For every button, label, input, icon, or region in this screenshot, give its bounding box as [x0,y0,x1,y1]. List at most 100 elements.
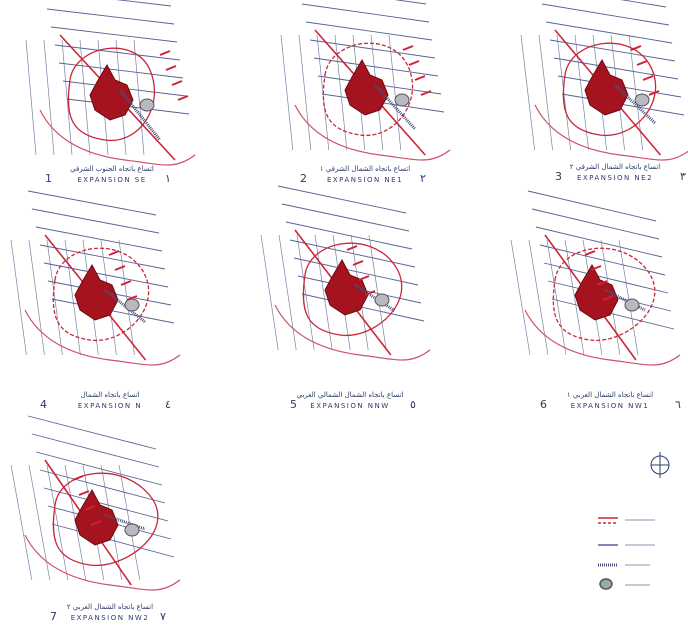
road [278,186,406,213]
facility [395,94,409,106]
road [29,240,44,355]
expansion-arrow [403,46,413,50]
road [26,40,36,155]
expansion-sketch [26,0,195,165]
road [521,35,535,150]
facility [125,299,139,311]
expansion-arrow [172,81,182,85]
panel-number-ar: ٤ [165,398,171,411]
panel-caption-en: EXPANSION SE [77,176,146,184]
expansion-arrow [178,96,188,100]
expansion-arrow [359,276,369,280]
road [532,209,659,239]
road [134,40,144,155]
road [279,235,296,350]
panel-caption-ar: اتساع باتجاه الجنوب الشرقي [70,165,154,173]
panel-caption-en: EXPANSION NE2 [577,174,653,182]
legend [598,518,655,589]
panel-caption-ar: اتساع باتجاه الشمال الغربي ١ [567,391,653,399]
expansion-sketch [521,0,688,160]
river [275,305,430,360]
facility [635,94,649,106]
river [25,310,180,365]
expansion-arrow [415,76,425,80]
panel-number: 2 [300,172,307,185]
road [11,465,32,580]
road [539,35,553,150]
road [298,0,426,4]
road [542,4,669,25]
road [306,22,432,40]
road [546,22,672,43]
road [29,465,50,580]
compass [651,452,669,478]
river [295,105,450,160]
panel-number-ar: ١ [165,172,171,185]
diagram-sheet: اتساع باتجاه الجنوب الشرقي 1 EXPANSION SE ١… [0,0,688,626]
road [335,35,347,150]
road [47,240,62,355]
expansion-arrow [637,61,647,65]
facility [140,99,154,111]
expansion-arrow [115,266,125,270]
panel-caption-ar: اتساع باتجاه الشمال [81,391,140,399]
panel-caption-ar: اتساع باتجاه الشمال الشرقي ٢ [570,163,660,171]
expansion-arrow [160,51,170,55]
panel-number: 1 [45,172,52,185]
road [314,58,438,76]
river [525,310,680,365]
road [47,465,68,580]
expansion-sketch [281,0,450,160]
road [32,434,159,467]
road [528,191,656,221]
panel-number: 6 [540,398,547,411]
panel-caption-en: EXPANSION NW2 [71,614,150,622]
expansion-arrow [409,61,419,65]
road [302,4,429,22]
panel-caption-ar: اتساع باتجاه الشمال الغربي ٢ [67,603,153,611]
panel-caption-en: EXPANSION N [78,402,142,410]
expansion-arrow [121,281,131,285]
road [51,27,177,42]
road [281,35,293,150]
panel-number: 7 [50,610,57,623]
road [43,0,171,6]
expansion-sketch [261,186,430,360]
road [538,0,666,7]
panel-number: 5 [290,398,297,411]
city-core [90,65,133,120]
panel-number: 4 [40,398,47,411]
road [32,209,159,233]
expansion-arrow [166,66,176,70]
panel-caption-ar: اتساع باتجاه الشمال الشمالي الغربي [297,391,404,399]
city-core [585,60,628,115]
road [36,452,162,485]
facility [375,294,389,306]
road [47,9,174,24]
panel-caption-en: EXPANSION NW1 [571,402,650,410]
expansion-arrow [109,251,119,255]
expansion-arrow [79,491,89,495]
expansion-arrow [585,251,595,255]
road [28,191,156,215]
road [282,204,409,231]
expansion-sketch [11,416,180,590]
road [511,240,530,355]
expansion-sketch [11,191,180,365]
city-core [75,265,118,320]
expansion-arrow [353,261,363,265]
panel-number-ar: ٧ [160,610,166,623]
road [629,35,643,150]
road [529,240,548,355]
facility [125,524,139,536]
expansion-arrow [347,246,357,250]
expansion-sketch [511,191,680,365]
facility [625,299,639,311]
road [536,227,662,257]
panel-caption-en: EXPANSION NNW [310,402,389,410]
road [28,416,156,449]
panel-caption-en: EXPANSION NE1 [327,176,403,184]
road [547,240,566,355]
road [299,35,311,150]
expansion-arrow [643,76,653,80]
